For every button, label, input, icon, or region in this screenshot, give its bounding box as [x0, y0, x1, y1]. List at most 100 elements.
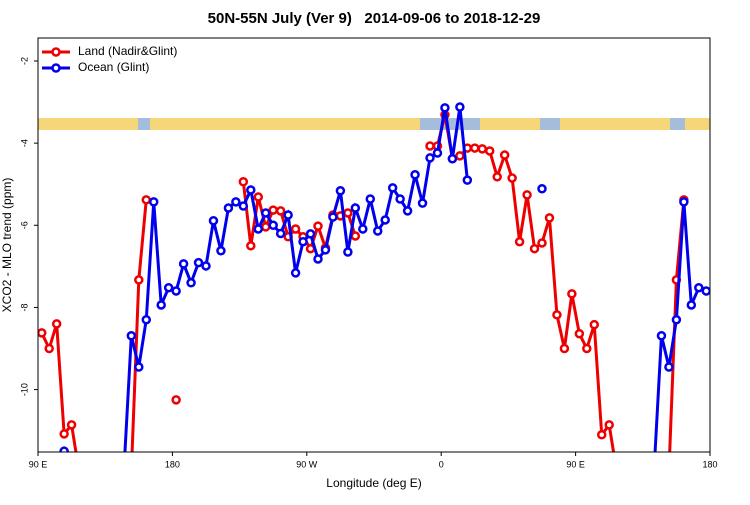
data-point	[656, 331, 667, 341]
x-tick-label: 0	[439, 459, 444, 469]
data-point	[462, 175, 473, 185]
data-point	[126, 331, 137, 341]
data-point	[268, 205, 278, 215]
series-line	[123, 106, 707, 452]
data-point	[253, 224, 264, 234]
data-point	[216, 246, 226, 256]
data-point	[651, 468, 658, 475]
data-point	[163, 282, 174, 293]
data-point	[402, 206, 413, 216]
data-point	[679, 197, 689, 207]
data-point	[358, 224, 368, 234]
data-point	[447, 154, 458, 164]
data-point	[425, 153, 435, 163]
data-point	[701, 286, 710, 296]
data-point	[76, 468, 83, 475]
data-point	[350, 231, 361, 241]
data-point	[320, 245, 331, 255]
data-point	[470, 143, 480, 153]
data-point	[290, 268, 301, 278]
data-point	[552, 310, 562, 320]
data-point	[694, 282, 704, 293]
data-point	[298, 236, 308, 247]
data-point	[507, 173, 517, 183]
series-line	[40, 114, 686, 452]
y-axis-label: XCO2 - MLO trend (ppm)	[0, 178, 14, 313]
data-point	[171, 286, 181, 296]
data-point	[380, 215, 390, 225]
y-tick-label: -4	[19, 139, 29, 147]
legend-marker	[51, 47, 61, 57]
data-point	[313, 254, 323, 264]
data-point	[537, 183, 547, 194]
data-point	[664, 362, 674, 372]
data-point	[343, 247, 353, 257]
data-point	[477, 144, 488, 154]
data-point	[425, 141, 435, 151]
data-point	[66, 420, 77, 430]
data-point	[141, 195, 152, 205]
data-point	[59, 429, 69, 439]
data-point	[387, 183, 398, 193]
data-point	[305, 229, 316, 239]
data-point	[613, 468, 620, 475]
data-point	[665, 468, 672, 475]
data-point	[260, 222, 271, 232]
data-point	[268, 220, 278, 231]
data-point	[38, 328, 47, 338]
data-point	[253, 192, 264, 202]
y-tick-label: -6	[19, 221, 29, 229]
legend-label: Ocean (Glint)	[78, 60, 149, 74]
data-point	[313, 221, 323, 231]
data-point	[522, 190, 532, 200]
data-point	[178, 259, 189, 269]
data-point	[484, 146, 495, 156]
data-point	[604, 420, 614, 430]
data-point	[335, 186, 346, 196]
data-point	[365, 194, 376, 204]
plot-frame	[37, 37, 711, 453]
x-axis-label: Longitude (deg E)	[326, 476, 421, 490]
data-point	[559, 343, 570, 354]
data-point	[238, 177, 249, 187]
data-point	[246, 241, 256, 251]
data-point	[246, 185, 256, 195]
data-point	[537, 238, 547, 248]
data-point	[372, 226, 383, 236]
data-point	[290, 224, 301, 234]
data-point	[134, 362, 144, 372]
data-point	[141, 315, 152, 325]
x-tick-label: 180	[165, 459, 180, 469]
data-point	[51, 319, 62, 329]
data-point	[208, 216, 219, 226]
data-point	[223, 203, 234, 213]
data-point	[343, 208, 353, 218]
y-tick-label: -2	[19, 57, 29, 65]
data-point	[671, 315, 682, 325]
data-point	[455, 151, 465, 161]
land-ocean-strip	[38, 118, 710, 130]
data-point	[440, 103, 450, 113]
data-point	[574, 328, 585, 339]
data-point	[686, 300, 697, 310]
data-point	[567, 289, 577, 299]
data-point	[171, 395, 181, 405]
data-point	[128, 468, 135, 475]
legend-marker	[51, 63, 61, 73]
data-point	[120, 468, 127, 475]
data-point	[148, 197, 159, 207]
data-point	[275, 228, 286, 239]
data-point	[231, 197, 241, 207]
y-tick-label: -10	[19, 383, 29, 396]
data-point	[201, 261, 211, 271]
x-tick-label: 90 E	[29, 459, 48, 469]
data-point	[260, 208, 271, 218]
data-point	[275, 206, 286, 216]
x-tick-label: 180	[702, 459, 717, 469]
y-tick-label: -8	[19, 303, 29, 311]
data-point	[455, 102, 465, 112]
data-point	[44, 343, 54, 354]
legend-label: Land (Nadir&Glint)	[78, 44, 177, 58]
data-point	[134, 275, 144, 285]
